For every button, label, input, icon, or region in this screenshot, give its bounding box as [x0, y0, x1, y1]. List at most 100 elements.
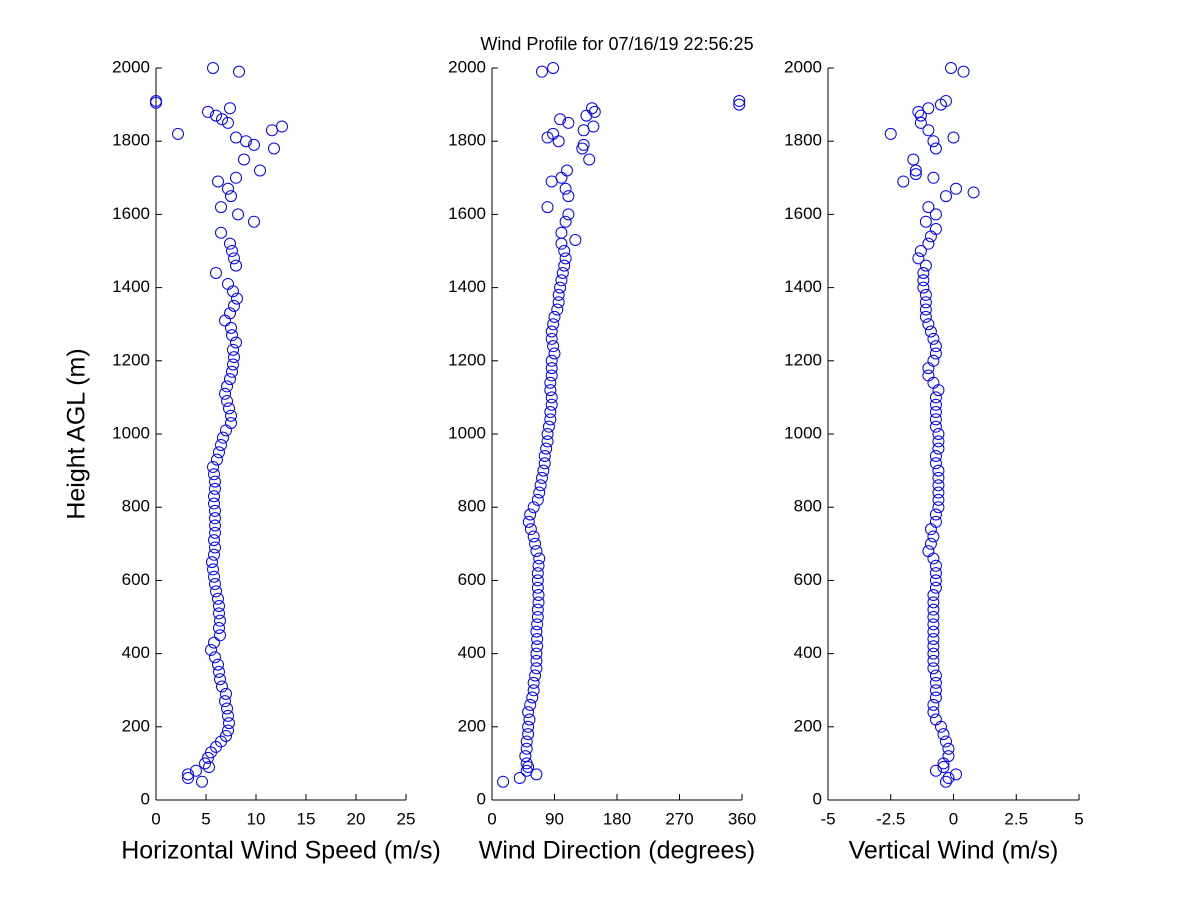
- point: [232, 208, 244, 221]
- point: [228, 299, 240, 312]
- point: [215, 226, 227, 239]
- x-tick-label: 2.5: [1004, 809, 1028, 828]
- point: [212, 592, 224, 605]
- point: [541, 435, 554, 448]
- point: [540, 442, 553, 455]
- point: [233, 65, 245, 78]
- point: [942, 772, 955, 785]
- point: [545, 391, 558, 404]
- y-tick-label: 1600: [784, 204, 822, 223]
- point: [230, 171, 242, 184]
- point: [202, 105, 214, 118]
- point: [209, 651, 221, 664]
- point: [531, 618, 544, 631]
- point: [929, 223, 942, 236]
- point: [529, 537, 542, 550]
- point: [196, 775, 208, 788]
- point: [937, 761, 950, 774]
- point: [939, 735, 952, 748]
- point: [547, 340, 560, 353]
- y-tick-label: 800: [794, 497, 822, 516]
- point: [554, 113, 567, 126]
- point: [520, 757, 533, 770]
- point: [522, 728, 535, 741]
- point: [922, 237, 935, 250]
- y-tick-label: 400: [794, 643, 822, 662]
- point: [929, 347, 942, 360]
- point: [248, 138, 260, 151]
- y-tick-label: 1400: [112, 277, 150, 296]
- point: [213, 446, 225, 459]
- point: [929, 574, 942, 587]
- point: [541, 201, 554, 214]
- point: [223, 402, 235, 415]
- point: [268, 142, 280, 155]
- point: [208, 497, 220, 510]
- point: [932, 493, 945, 506]
- y-axis-label: Height AGL (m): [63, 348, 91, 519]
- point: [927, 611, 940, 623]
- point: [228, 252, 240, 265]
- point: [538, 457, 551, 470]
- point: [939, 775, 952, 788]
- point: [914, 109, 927, 122]
- point: [919, 259, 932, 272]
- point: [519, 750, 532, 763]
- point: [929, 691, 942, 704]
- x-tick-label: 270: [665, 809, 693, 828]
- point: [172, 127, 184, 140]
- point: [228, 351, 240, 364]
- point: [577, 138, 590, 151]
- point: [226, 365, 238, 378]
- point: [929, 398, 942, 411]
- point: [219, 695, 231, 708]
- point: [545, 325, 558, 338]
- point: [544, 413, 557, 426]
- point: [536, 471, 548, 484]
- point: [927, 662, 940, 675]
- point: [909, 164, 922, 177]
- point: [544, 376, 557, 389]
- point: [526, 691, 539, 704]
- point: [248, 215, 260, 228]
- point: [224, 102, 236, 115]
- point: [208, 534, 220, 547]
- point: [547, 127, 560, 140]
- x-tick-label: 15: [297, 809, 316, 828]
- point: [212, 658, 224, 671]
- chart-title: Wind Profile for 07/16/19 22:56:25: [480, 34, 753, 54]
- point: [527, 501, 540, 514]
- point: [562, 190, 575, 203]
- point: [520, 735, 533, 748]
- y-tick-label: 200: [794, 716, 822, 735]
- point: [216, 113, 228, 126]
- point: [530, 625, 543, 638]
- point: [939, 190, 952, 203]
- point: [531, 611, 544, 623]
- point: [929, 391, 942, 404]
- point: [909, 168, 922, 181]
- point: [957, 65, 970, 78]
- point: [932, 479, 945, 492]
- x-tick-label: 5: [1074, 809, 1083, 828]
- point: [929, 340, 942, 353]
- point: [225, 190, 237, 203]
- point: [545, 332, 558, 345]
- point: [554, 281, 567, 294]
- point: [213, 607, 225, 620]
- point: [209, 519, 221, 532]
- point: [222, 277, 234, 290]
- point: [587, 120, 600, 133]
- point: [547, 318, 560, 331]
- point: [919, 215, 932, 228]
- point: [209, 512, 221, 525]
- point: [222, 116, 234, 129]
- point: [929, 457, 942, 470]
- point: [929, 684, 942, 697]
- point: [210, 585, 222, 598]
- y-tick-label: 2000: [112, 57, 150, 76]
- point: [924, 537, 937, 550]
- point: [524, 508, 537, 521]
- point: [224, 373, 236, 386]
